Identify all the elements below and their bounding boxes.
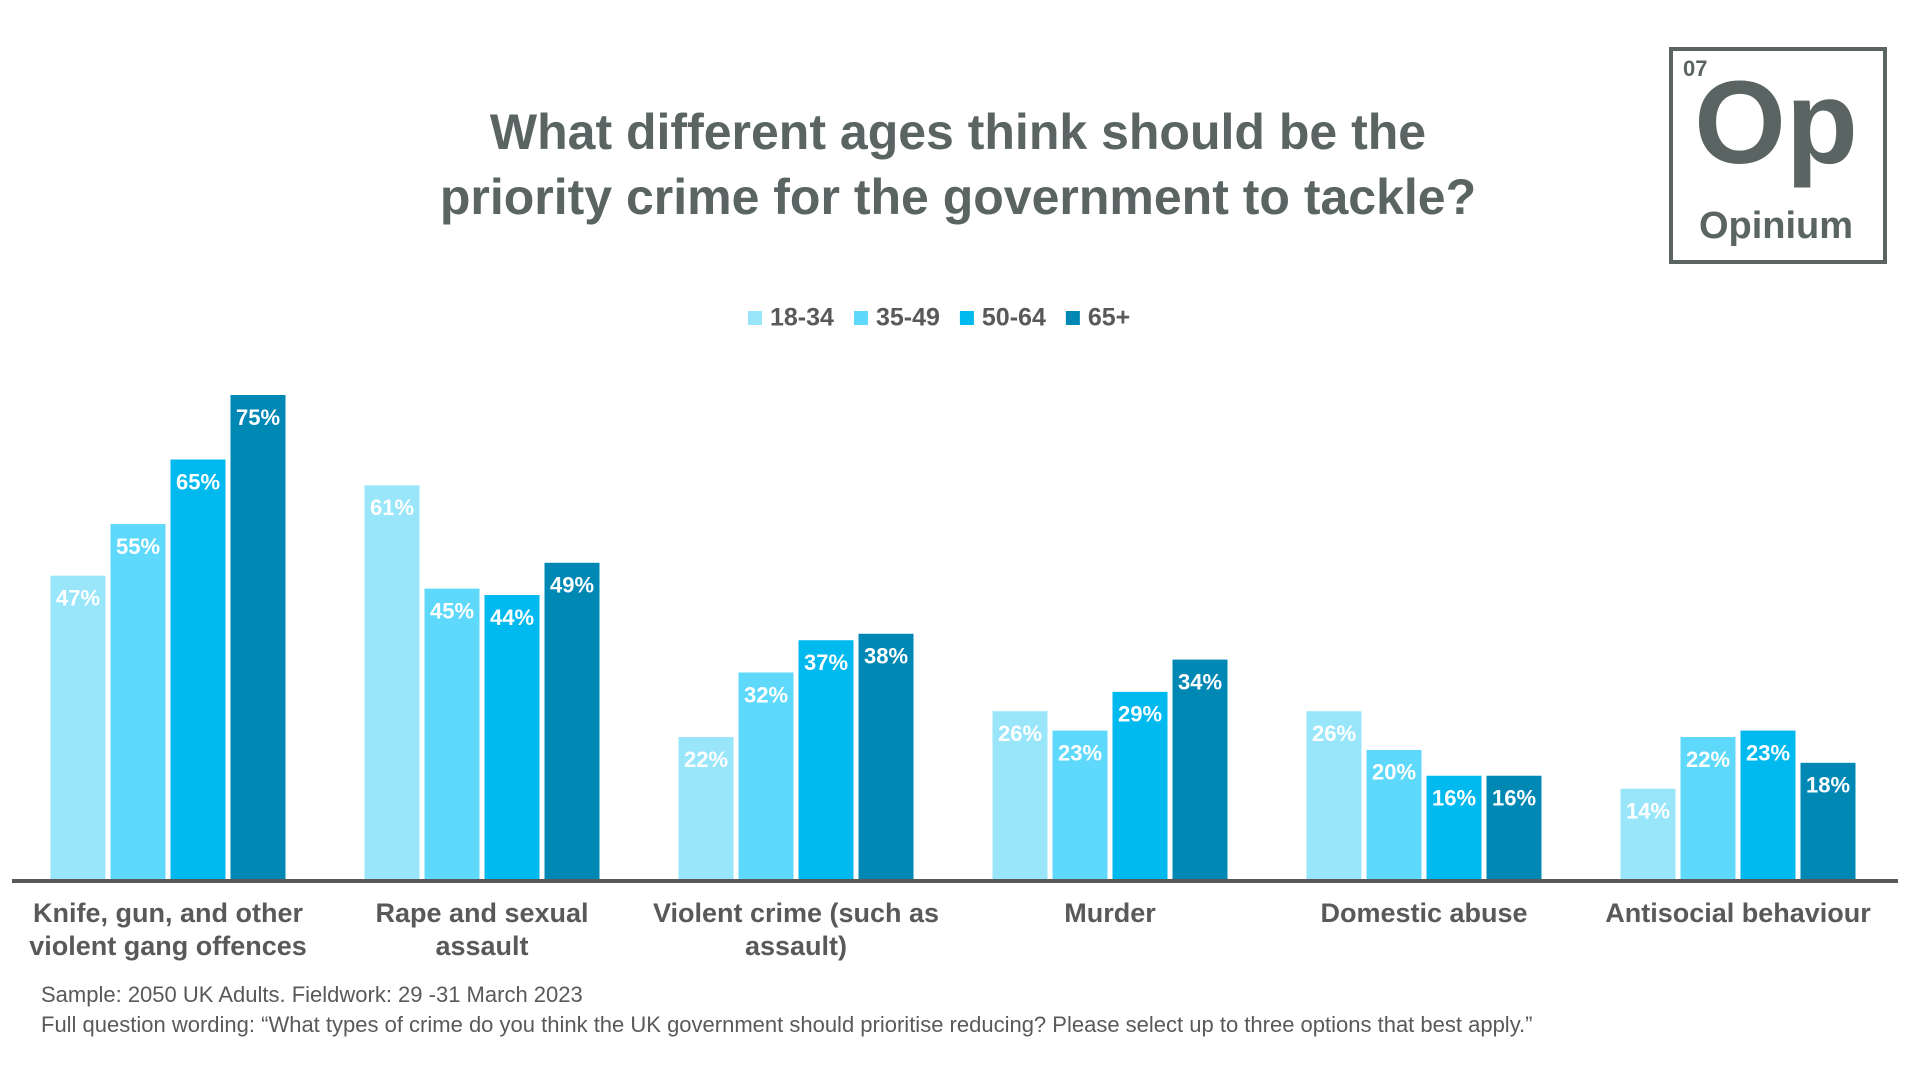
value-label: 34% — [1178, 669, 1222, 694]
value-label: 22% — [1686, 747, 1730, 772]
bar — [1052, 730, 1108, 879]
value-label: 45% — [430, 598, 474, 623]
legend-label: 18-34 — [770, 304, 834, 332]
legend-label: 50-64 — [982, 304, 1046, 332]
bar — [1486, 775, 1542, 879]
bar — [484, 595, 540, 879]
value-label: 65% — [176, 469, 220, 494]
legend-label: 35-49 — [876, 304, 940, 332]
bar — [1620, 788, 1676, 879]
logo-name: Opinium — [1699, 205, 1853, 247]
value-label: 23% — [1746, 740, 1790, 765]
value-label: 26% — [998, 721, 1042, 746]
value-label: 75% — [236, 405, 280, 430]
chart-title: What different ages think should be the — [490, 104, 1426, 160]
bar — [170, 459, 226, 879]
value-label: 14% — [1626, 798, 1670, 823]
value-label: 47% — [56, 586, 100, 611]
bar — [544, 562, 600, 879]
value-label: 38% — [864, 644, 908, 669]
footnote: Sample: 2050 UK Adults. Fieldwork: 29 -3… — [41, 982, 583, 1007]
legend-swatch — [853, 311, 868, 325]
bar — [798, 640, 854, 879]
bar — [1306, 711, 1362, 879]
bar — [1680, 737, 1736, 879]
value-label: 61% — [370, 495, 414, 520]
x-tick-label: Antisocial behaviour — [1605, 898, 1871, 928]
bar — [364, 485, 420, 879]
logo-symbol: Op — [1694, 57, 1858, 189]
legend-label: 65+ — [1088, 304, 1130, 332]
value-label: 16% — [1492, 786, 1536, 811]
value-label: 44% — [490, 605, 534, 630]
bar — [50, 575, 106, 879]
legend-swatch — [748, 311, 762, 325]
bar — [738, 672, 794, 879]
value-label: 32% — [744, 682, 788, 707]
value-label: 23% — [1058, 740, 1102, 765]
legend-swatch — [959, 311, 974, 325]
value-label: 37% — [804, 650, 848, 675]
bar — [1426, 775, 1482, 879]
logo-box — [1669, 47, 1887, 264]
chart-title: priority crime for the government to tac… — [440, 169, 1476, 225]
x-tick-label: Domestic abuse — [1320, 898, 1528, 928]
x-tick-label: Rape and sexual assault — [375, 898, 589, 961]
value-label: 22% — [684, 747, 728, 772]
value-label: 20% — [1372, 760, 1416, 785]
bar — [110, 524, 166, 879]
legend-swatch — [1065, 311, 1080, 325]
bar — [1740, 730, 1796, 879]
value-label: 55% — [116, 534, 160, 559]
bar — [1366, 749, 1422, 879]
bar — [858, 633, 914, 879]
x-tick-label: Knife, gun, and other violent gang offen… — [29, 898, 307, 961]
value-label: 16% — [1432, 786, 1476, 811]
bar — [678, 737, 734, 879]
value-label: 29% — [1118, 702, 1162, 727]
bar — [1172, 659, 1228, 879]
bar — [230, 395, 286, 879]
bar — [424, 588, 480, 879]
value-label: 18% — [1806, 773, 1850, 798]
logo-number: 07 — [1683, 56, 1707, 81]
footnote: Full question wording: “What types of cr… — [41, 1012, 1533, 1037]
bar — [1112, 691, 1168, 879]
value-label: 49% — [550, 573, 594, 598]
x-tick-label: Violent crime (such as assault) — [652, 898, 940, 961]
bar — [1800, 762, 1856, 879]
x-tick-label: Murder — [1064, 898, 1156, 928]
bar — [992, 711, 1048, 879]
value-label: 26% — [1312, 721, 1356, 746]
